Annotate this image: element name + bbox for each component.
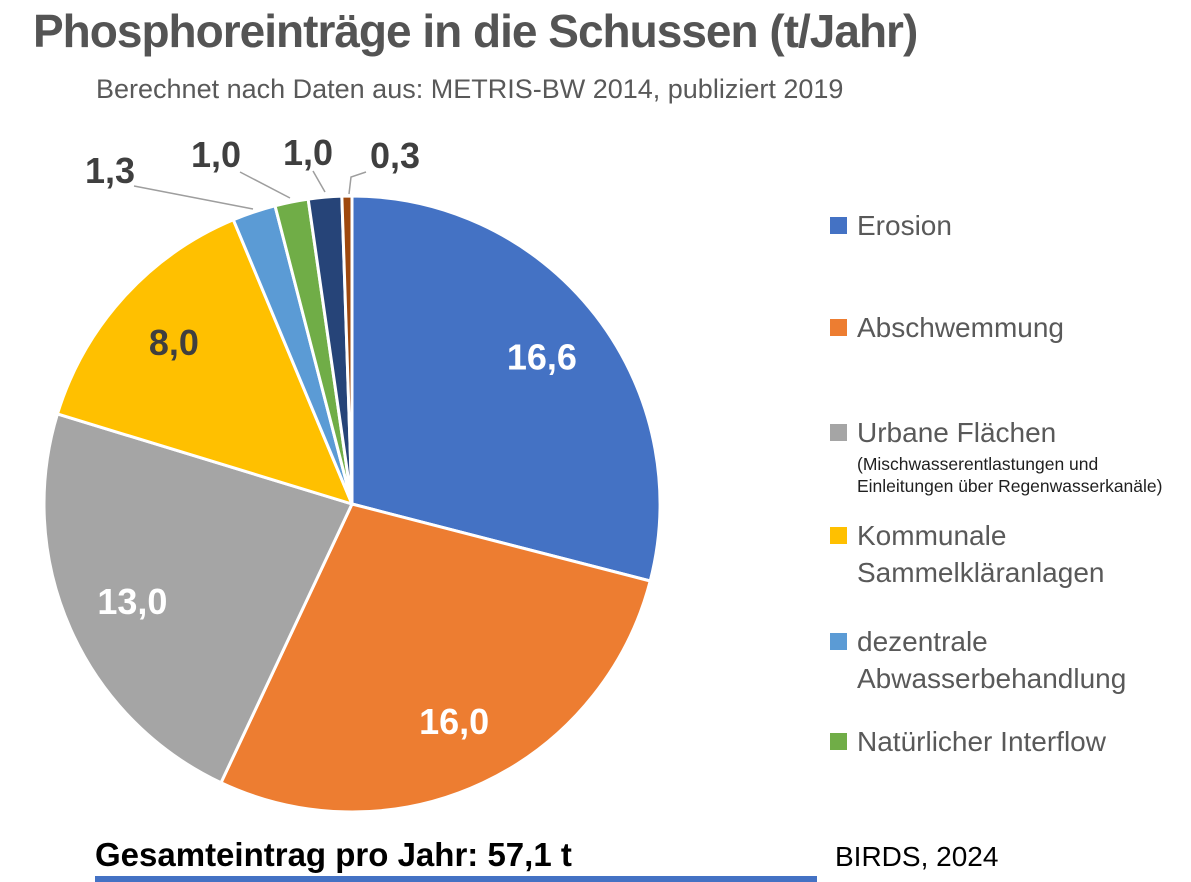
legend-marker-abschwemmung <box>830 319 847 336</box>
pie-chart-area: 16,6 16,0 13,0 8,0 1,3 1,0 1,0 0,3 <box>0 120 730 840</box>
pie-slice-1-abschwemmung <box>219 502 652 814</box>
legend-label: Abschwemmung <box>857 312 1064 343</box>
legend-marker-dezentrale-abwasserbehandlung <box>830 633 847 650</box>
pie-data-label-kommunale-sammelkläranlagen: 8,0 <box>149 322 199 363</box>
pie-slice-7-unlabeled <box>340 194 354 506</box>
legend-item-erosion: Erosion <box>830 208 1186 245</box>
pie-data-label-urbane-flächen: 13,0 <box>97 581 167 622</box>
source-label: BIRDS, 2024 <box>835 841 999 872</box>
legend-item-natuerlicher-interflow: Natürlicher Interflow <box>830 724 1186 761</box>
legend: Erosion Abschwemmung Urbane Flächen (Mis… <box>830 0 1186 800</box>
legend-note-line2: Einleitungen über Regenwasserkanäle) <box>857 475 1163 496</box>
pie-data-label-outside-7: 0,3 <box>370 135 420 176</box>
legend-label: Kommunale Sammelkläranlagen <box>857 520 1105 588</box>
legend-label: dezentrale Abwasserbehandlung <box>857 626 1127 694</box>
legend-label: Natürlicher Interflow <box>857 726 1106 757</box>
legend-marker-erosion <box>830 217 847 234</box>
legend-marker-natuerlicher-interflow <box>830 733 847 750</box>
legend-label: Erosion <box>857 210 952 241</box>
legend-note-line1: (Mischwasserentlastungen und <box>857 453 1099 474</box>
pie-data-label-outside-5: 1,0 <box>191 134 241 175</box>
leader-line-5 <box>239 171 291 199</box>
leader-line-4 <box>133 185 254 210</box>
pie-data-label-abschwemmung: 16,0 <box>419 701 489 742</box>
pie-slice-0-erosion <box>350 194 662 583</box>
leader-line-7 <box>348 171 367 195</box>
accent-bar <box>95 876 817 882</box>
legend-marker-urbane-flaechen <box>830 424 847 441</box>
total-label: Gesamteintrag pro Jahr: 57,1 t <box>95 836 572 873</box>
pie-slice-2-urbane-flächen <box>42 412 354 785</box>
page-title: Phosphoreinträge in die Schussen (t/Jahr… <box>33 5 918 57</box>
pie-data-label-outside-6: 1,0 <box>283 132 333 173</box>
pie-data-label-outside-4: 1,3 <box>85 150 135 191</box>
legend-item-urbane-flaechen: Urbane Flächen (Mischwasserentlastungen … <box>830 415 1186 498</box>
pie-data-label-erosion: 16,6 <box>507 336 577 377</box>
legend-item-abschwemmung: Abschwemmung <box>830 310 1186 347</box>
legend-marker-kommunale-sammelklaeranlagen <box>830 527 847 544</box>
pie-slice-3-kommunale-sammelkläranlagen <box>55 218 354 506</box>
legend-item-kommunale-sammelklaeranlagen: Kommunale Sammelkläranlagen <box>830 518 1186 592</box>
legend-label: Urbane Flächen <box>857 417 1057 448</box>
leader-line-6 <box>312 170 326 193</box>
pie-chart: 16,6 16,0 13,0 8,0 1,3 1,0 1,0 0,3 <box>42 132 662 814</box>
page-subtitle: Berechnet nach Daten aus: METRIS-BW 2014… <box>96 74 844 104</box>
legend-item-dezentrale-abwasserbehandlung: dezentrale Abwasserbehandlung <box>830 624 1186 698</box>
